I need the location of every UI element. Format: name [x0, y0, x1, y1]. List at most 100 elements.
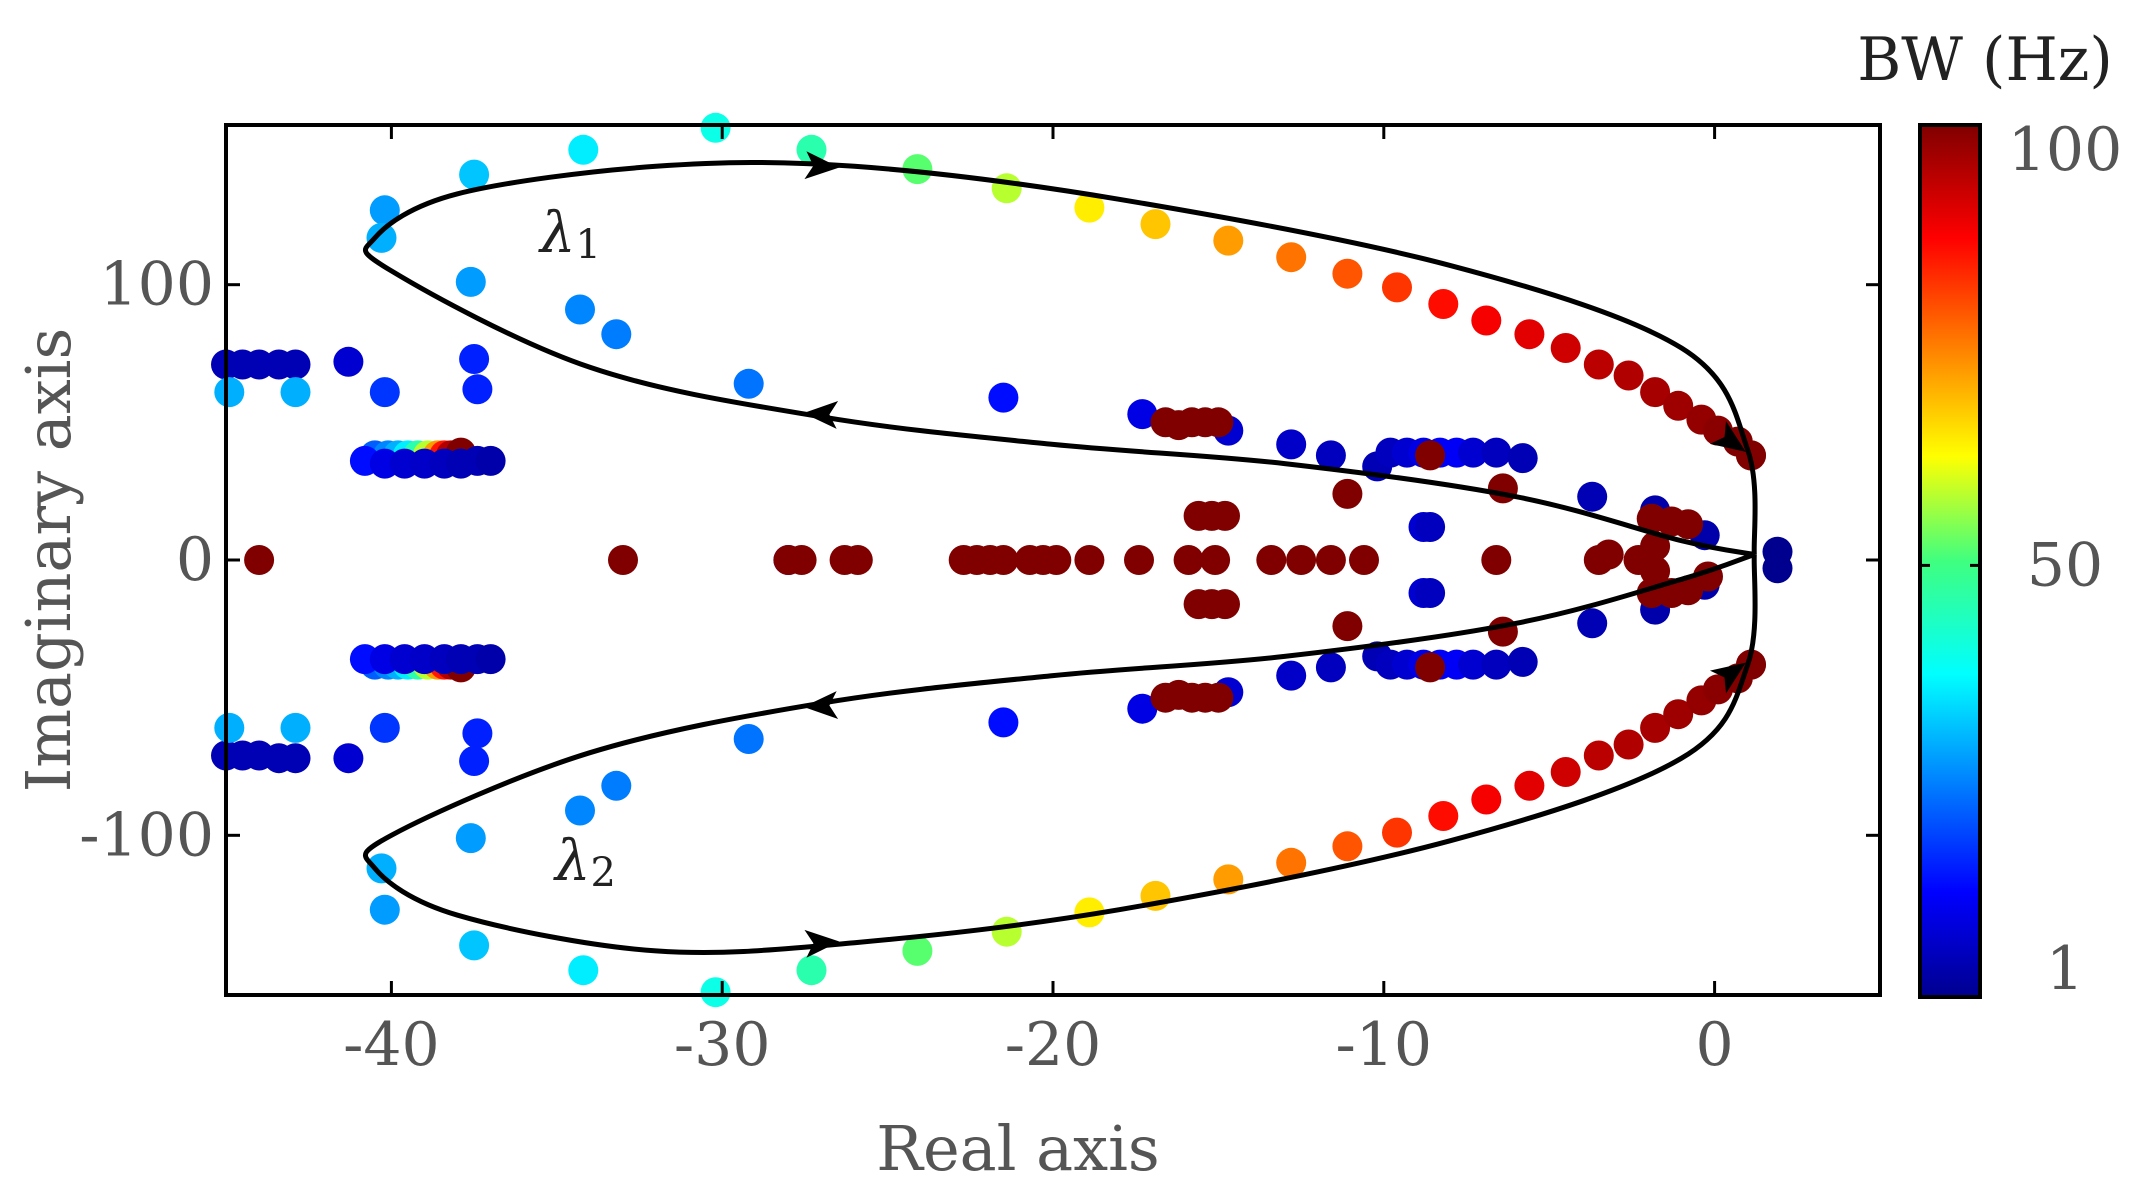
data-point	[1203, 682, 1234, 713]
data-point	[733, 368, 764, 399]
data-point	[1415, 440, 1446, 471]
colorbar-tick-label: 1	[2046, 934, 2084, 1004]
data-point	[1550, 757, 1581, 787]
data-point	[902, 154, 933, 185]
lambda1-symbol: λ	[538, 201, 576, 266]
data-point	[796, 134, 827, 165]
data-point	[369, 894, 400, 925]
data-point	[1276, 660, 1307, 691]
data-point	[1315, 545, 1346, 575]
series-left-cluster-upper	[211, 344, 506, 479]
data-point	[1550, 333, 1581, 363]
data-point	[475, 445, 506, 476]
data-point	[1507, 646, 1538, 677]
data-point	[988, 382, 1019, 413]
data-point	[1074, 192, 1105, 223]
data-point	[1276, 429, 1307, 460]
x-tick-label: -20	[1005, 1010, 1102, 1080]
data-point	[1415, 578, 1446, 608]
data-point	[1458, 437, 1489, 468]
data-point	[568, 955, 599, 986]
series-left-cluster-lower	[211, 644, 506, 776]
data-point	[991, 173, 1022, 204]
data-point	[1640, 531, 1671, 562]
data-point	[214, 377, 245, 408]
data-point	[608, 545, 638, 575]
data-point	[1613, 729, 1644, 760]
data-point	[568, 134, 599, 165]
data-point	[991, 916, 1022, 947]
data-point	[1481, 545, 1512, 575]
data-point	[786, 545, 817, 575]
data-point	[1332, 611, 1363, 642]
data-point	[700, 112, 731, 143]
colorbar-tick-label: 50	[2027, 530, 2103, 600]
trajectory-arrow	[803, 400, 839, 429]
data-point	[1332, 831, 1363, 862]
data-point	[1458, 649, 1489, 680]
data-point	[366, 222, 397, 253]
data-point	[462, 718, 493, 749]
data-point	[1471, 305, 1502, 336]
data-point	[565, 795, 595, 826]
data-point	[280, 743, 311, 774]
data-point	[1428, 289, 1459, 319]
colorbar-title: BW (Hz)	[1857, 25, 2113, 95]
data-point	[1382, 817, 1412, 848]
data-point	[1203, 407, 1234, 438]
data-point	[1349, 545, 1379, 575]
series-red-poles	[244, 407, 1766, 713]
x-axis-ticks: -40 -30 -20 -10 0	[343, 125, 1734, 1080]
data-point	[369, 712, 400, 743]
data-point	[601, 319, 632, 350]
data-point	[1487, 616, 1518, 647]
data-point	[1074, 545, 1105, 575]
y-axis-title: Imaginary axis	[12, 328, 85, 793]
data-point	[1577, 608, 1608, 639]
data-point	[1276, 847, 1307, 878]
data-point	[459, 746, 490, 776]
trajectory-1	[363, 160, 1758, 557]
data-point	[333, 743, 364, 774]
data-point	[1613, 360, 1644, 391]
data-point	[1256, 545, 1287, 575]
data-point	[1663, 390, 1694, 421]
data-point	[462, 374, 493, 405]
x-tick-label: -30	[674, 1010, 771, 1080]
data-point	[1487, 473, 1518, 504]
x-tick-label: 0	[1696, 1010, 1734, 1080]
lambda2-label: λ2	[553, 829, 616, 896]
data-point	[1471, 784, 1502, 815]
data-point	[1382, 272, 1412, 303]
plot-area	[211, 112, 1793, 1008]
data-point	[1415, 652, 1446, 683]
data-point	[459, 930, 490, 961]
lambda1-label: λ1	[538, 201, 601, 268]
data-point	[475, 644, 506, 675]
data-point	[455, 823, 486, 854]
series-lambda-upper-locus	[369, 112, 1766, 471]
data-point	[1315, 652, 1346, 683]
data-point	[1315, 440, 1346, 471]
lambda2-subscript: 2	[591, 850, 616, 896]
data-point	[459, 159, 490, 190]
data-point	[1213, 225, 1244, 256]
data-point	[1762, 553, 1793, 584]
data-point	[1593, 539, 1624, 570]
data-point	[1210, 589, 1240, 620]
data-point	[1640, 377, 1671, 408]
x-tick-label: -40	[343, 1010, 440, 1080]
data-point	[902, 935, 933, 966]
data-point	[369, 195, 400, 226]
colorbar-ticks: 1 50 100	[1920, 115, 2122, 1004]
data-point	[1041, 545, 1072, 575]
data-point	[369, 377, 400, 408]
data-point	[1481, 649, 1512, 680]
data-point	[1200, 545, 1231, 575]
data-point	[1640, 712, 1671, 743]
data-point	[1210, 500, 1240, 531]
data-point	[1583, 740, 1614, 771]
data-point	[1673, 509, 1704, 540]
data-point	[1286, 545, 1317, 575]
data-point	[1276, 242, 1307, 273]
